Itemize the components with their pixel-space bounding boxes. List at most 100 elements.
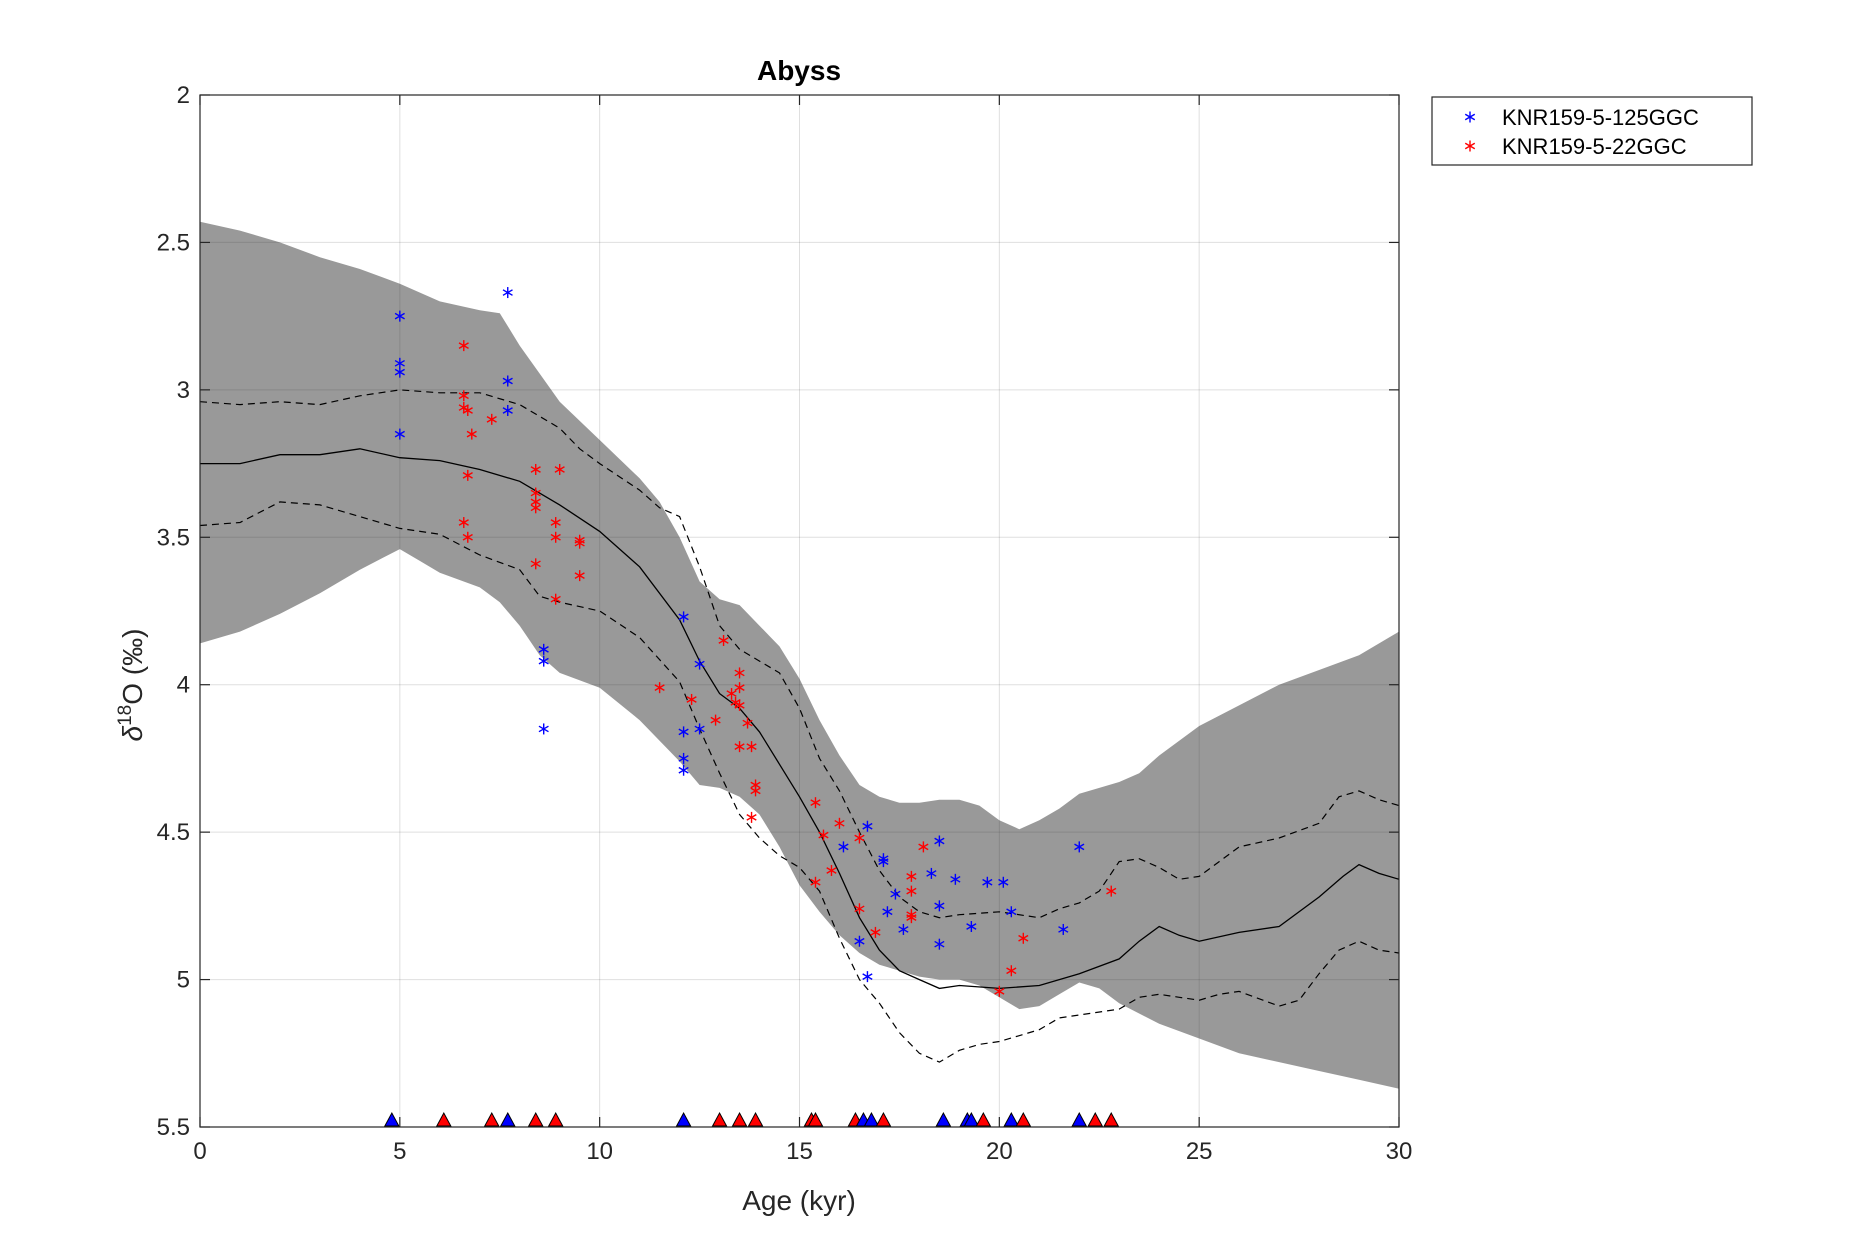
series-1-point	[734, 741, 745, 753]
series-0-point	[678, 764, 689, 776]
series-1-point	[550, 517, 561, 529]
series-0-point	[678, 611, 689, 623]
x-tick-label: 5	[393, 1138, 406, 1165]
y-tick-label: 5.5	[157, 1114, 190, 1141]
date-marker-triangle	[807, 1111, 824, 1127]
axes: 0 5 10 15 20 25 30 2 2.5 3 3.5 4 4.5 5 5.5	[157, 82, 1413, 1165]
series-1-point	[550, 531, 561, 543]
uncertainty-band	[200, 221, 1399, 1089]
series-0-point	[394, 366, 405, 378]
date-marker-triangle	[935, 1111, 952, 1127]
series-0-point	[678, 726, 689, 738]
date-marker-triangle	[1087, 1111, 1104, 1127]
date-marker-triangle	[975, 1111, 992, 1127]
series-1-point	[750, 785, 761, 797]
legend-marker-0	[1464, 111, 1476, 123]
series-1-point	[854, 903, 865, 915]
series-0-point	[502, 287, 513, 299]
series-1-point	[462, 469, 473, 481]
series-1-point	[726, 688, 737, 700]
series-1-point	[994, 985, 1005, 997]
y-axis-label: δ18O (‰)	[115, 629, 148, 742]
series-0-point	[890, 888, 901, 900]
date-marker-triangle	[1071, 1111, 1088, 1127]
x-tick-label: 20	[986, 1138, 1013, 1165]
date-marker-triangle	[499, 1111, 516, 1127]
series-0-point	[926, 867, 937, 879]
y-tick-label: 4.5	[157, 819, 190, 846]
upper-bound-dashed-line	[199, 389, 1400, 919]
series-1-point	[734, 682, 745, 694]
series-0-point	[502, 404, 513, 416]
x-tick-label: 15	[786, 1138, 813, 1165]
series-0-point	[934, 835, 945, 847]
series-0-point	[966, 920, 977, 932]
y-tick-label: 4	[177, 672, 190, 699]
series-1-point	[458, 517, 469, 529]
confidence-band	[200, 221, 1399, 1089]
date-marker-triangle	[483, 1111, 500, 1127]
date-marker-triangle	[711, 1111, 728, 1127]
series-1-point	[462, 531, 473, 543]
series-0-point	[694, 723, 705, 735]
series-1-point	[1006, 965, 1017, 977]
y-tick-label: 3.5	[157, 524, 190, 551]
series-0-point	[538, 655, 549, 667]
age-model-curves	[199, 389, 1400, 1063]
y-tick-label: 2.5	[157, 229, 190, 256]
date-marker-triangle	[527, 1111, 544, 1127]
series-1-point	[574, 537, 585, 549]
series-0-point	[538, 723, 549, 735]
y-tick-label: 5	[177, 967, 190, 994]
series-1-point	[686, 693, 697, 705]
series-1-point	[870, 926, 881, 938]
legend-box	[1431, 96, 1753, 166]
date-marker-triangle	[435, 1111, 452, 1127]
series-0-point	[694, 658, 705, 670]
x-tick-label: 10	[586, 1138, 613, 1165]
series-1-point	[742, 717, 753, 729]
date-marker-triangle	[547, 1111, 564, 1127]
series-0-point	[1074, 841, 1085, 853]
chart-title: Abyss	[757, 55, 841, 86]
series-1-point	[746, 811, 757, 823]
date-marker-triangle	[731, 1111, 748, 1127]
series-1-point	[530, 463, 541, 475]
series-1-point	[466, 428, 477, 440]
x-tick-label: 0	[193, 1138, 206, 1165]
series-1-point	[530, 502, 541, 514]
lower-bound-dashed-line	[199, 501, 1400, 1063]
y-axis-label-superscript: 18	[115, 705, 136, 726]
legend-label-1: KNR159-5-22GGC	[1502, 134, 1687, 159]
series-1-point	[734, 667, 745, 679]
date-marker-triangle	[1015, 1111, 1032, 1127]
series-1-point	[710, 714, 721, 726]
x-tick-label: 25	[1186, 1138, 1213, 1165]
series-1-point	[818, 829, 829, 841]
series-1-point	[906, 885, 917, 897]
series-0-point	[882, 906, 893, 918]
series-1-point	[918, 841, 929, 853]
series-0-point	[998, 876, 1009, 888]
series-1-point	[458, 340, 469, 352]
y-axis-label-rest: O (‰)	[117, 629, 148, 705]
series-0-point	[862, 820, 873, 832]
x-axis-label: Age (kyr)	[742, 1185, 856, 1216]
series-1-point	[906, 912, 917, 924]
series-1-point	[1106, 885, 1117, 897]
grid-lines	[199, 94, 1400, 1128]
series-0-point	[678, 752, 689, 764]
series-1-point	[718, 634, 729, 646]
series-1-point	[746, 741, 757, 753]
series-0-point	[878, 856, 889, 868]
series-0-point	[898, 923, 909, 935]
series-1-point	[554, 463, 565, 475]
series-1-point	[810, 797, 821, 809]
date-marker-triangle	[863, 1111, 880, 1127]
date-marker-triangle	[963, 1111, 980, 1127]
series-0-point	[394, 428, 405, 440]
date-marker-triangle	[1103, 1111, 1120, 1127]
legend-label-0: KNR159-5-125GGC	[1502, 105, 1699, 130]
x-tick-label: 30	[1386, 1138, 1413, 1165]
